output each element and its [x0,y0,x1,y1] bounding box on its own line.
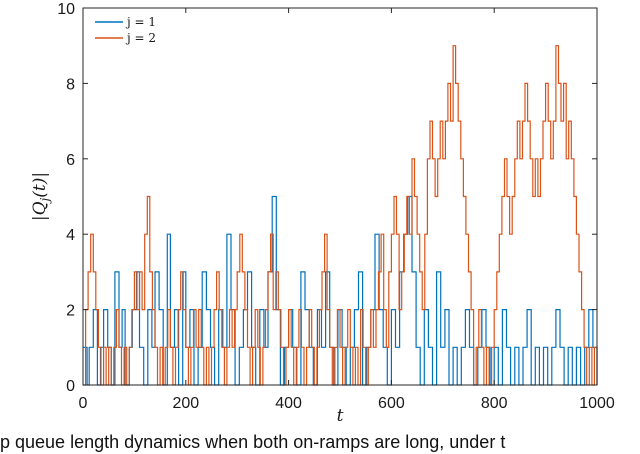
y-tick-label: 10 [57,1,75,18]
x-axis-label: t [337,406,344,426]
plot-frame [82,7,598,386]
x-tick-label: 600 [378,395,405,412]
y-tick-label: 2 [66,303,75,320]
y-tick-label: 4 [66,227,75,244]
x-tick-label: 0 [79,395,88,412]
ticks-layer: 0 200 400 600 800 1000 0 2 4 6 8 10 [57,1,615,412]
y-tick-label: 6 [66,152,75,169]
figure-caption: p queue length dynamics when both on-ram… [0,432,506,452]
x-tick-label: 800 [481,395,508,412]
series-line-j2 [83,45,598,386]
legend-label: j = 2 [125,31,156,45]
y-axis-label: |Qj(t)| [30,172,52,221]
series-layer [83,45,598,386]
y-tick-label: 0 [66,378,75,395]
x-tick-label: 200 [172,395,199,412]
legend-label: j = 1 [125,15,156,29]
y-tick-label: 8 [66,76,75,93]
x-tick-label: 400 [275,395,302,412]
y-axis-label-text: |Qj(t)| [30,172,52,221]
legend: j = 1 j = 2 [95,15,156,45]
x-tick-label: 1000 [579,395,615,412]
